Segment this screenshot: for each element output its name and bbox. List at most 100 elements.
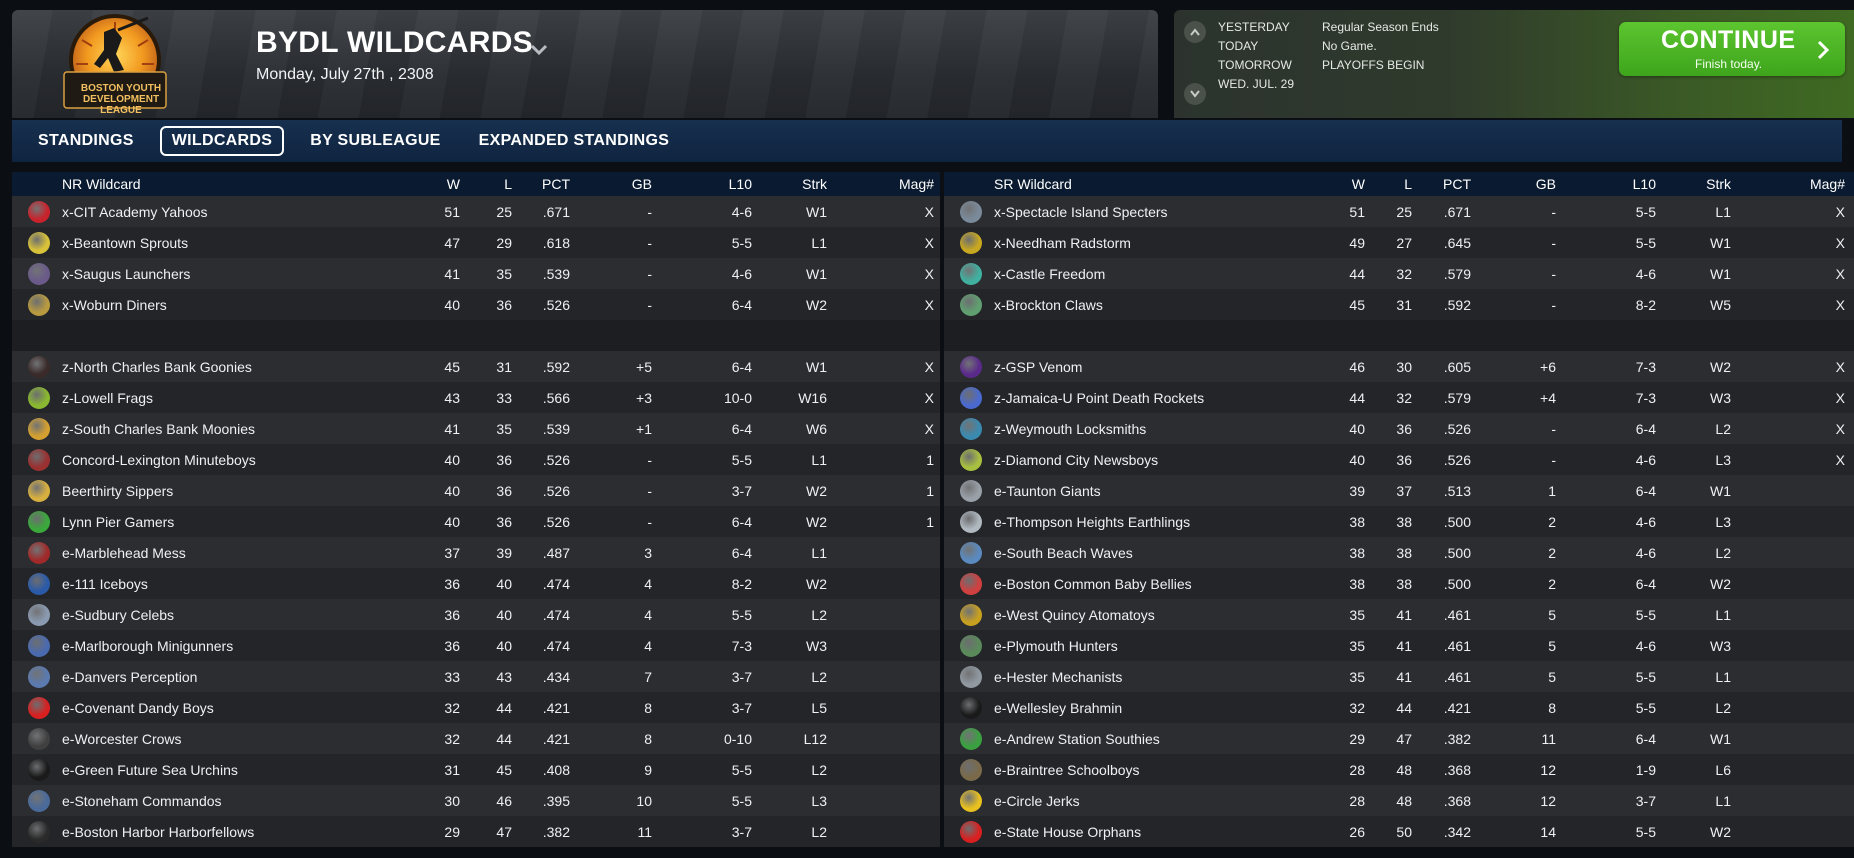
table-row[interactable]: e-Andrew Station Southies 29 47 .382 11 6-4 W1 [944, 723, 1854, 754]
table-row[interactable]: e-South Beach Waves 38 38 .500 2 4-6 L2 [944, 537, 1854, 568]
table-row[interactable]: e-Hester Mechanists 35 41 .461 5 5-5 L1 [944, 661, 1854, 692]
table-row[interactable]: e-Stoneham Commandos 30 46 .395 10 5-5 L3 [12, 785, 940, 816]
table-row[interactable]: e-Circle Jerks 28 48 .368 12 3-7 L1 [944, 785, 1854, 816]
table-row[interactable]: x-Castle Freedom 44 32 .579 - 4-6 W1 X [944, 258, 1854, 289]
team-name[interactable]: x-Castle Freedom [994, 265, 1106, 282]
team-name[interactable]: e-Plymouth Hunters [994, 637, 1118, 654]
team-name[interactable]: e-Andrew Station Southies [994, 730, 1160, 747]
table-row[interactable]: x-Brockton Claws 45 31 .592 - 8-2 W5 X [944, 289, 1854, 320]
table-row[interactable]: e-Thompson Heights Earthlings 38 38 .500 2 4-… [944, 506, 1854, 537]
team-name[interactable]: x-CIT Academy Yahoos [62, 203, 208, 220]
column-header-l[interactable]: L [1404, 176, 1412, 192]
tab-expanded-standings[interactable]: EXPANDED STANDINGS [478, 132, 670, 149]
team-name[interactable]: e-Taunton Giants [994, 482, 1101, 499]
team-name[interactable]: z-Diamond City Newsboys [994, 451, 1159, 468]
table-row[interactable]: x-Needham Radstorm 49 27 .645 - 5-5 W1 X [944, 227, 1854, 258]
team-name[interactable]: z-Weymouth Locksmiths [994, 420, 1147, 437]
table-row[interactable]: z-Lowell Frags 43 33 .566 +3 10-0 W16 X [12, 382, 940, 413]
table-row[interactable]: z-GSP Venom 46 30 .605 +6 7-3 W2 X [944, 351, 1854, 382]
team-name[interactable]: e-Hester Mechanists [994, 668, 1123, 685]
table-row[interactable]: z-South Charles Bank Moonies 41 35 .539 +1 6-… [12, 413, 940, 444]
team-name[interactable]: e-Thompson Heights Earthlings [994, 513, 1191, 530]
team-name[interactable]: z-South Charles Bank Moonies [62, 420, 255, 437]
chevron-down-icon[interactable] [530, 44, 548, 56]
team-name[interactable]: Beerthirty Sippers [62, 482, 174, 499]
team-name[interactable]: e-Danvers Perception [62, 668, 198, 685]
team-name[interactable]: z-GSP Venom [994, 358, 1083, 375]
team-name[interactable]: x-Woburn Diners [62, 296, 167, 313]
team-name[interactable]: x-Brockton Claws [994, 296, 1103, 313]
table-row[interactable]: x-Spectacle Island Specters 51 25 .671 - 5-5 L… [944, 196, 1854, 227]
column-header-pct[interactable]: PCT [542, 176, 570, 192]
column-header-gb[interactable]: GB [1535, 176, 1556, 192]
team-name[interactable]: x-Spectacle Island Specters [994, 203, 1168, 220]
scroll-up-button[interactable] [1184, 21, 1206, 43]
team-name[interactable]: e-111 Iceboys [62, 575, 148, 592]
team-name[interactable]: e-Stoneham Commandos [62, 792, 222, 809]
table-row[interactable]: x-Saugus Launchers 41 35 .539 - 4-6 W1 X [12, 258, 940, 289]
table-row[interactable]: z-Jamaica-U Point Death Rockets 44 32 .579 +… [944, 382, 1854, 413]
team-name[interactable]: e-Braintree Schoolboys [994, 761, 1140, 778]
team-name[interactable]: z-North Charles Bank Goonies [62, 358, 252, 375]
team-name[interactable]: e-Boston Harbor Harborfellows [62, 823, 255, 840]
column-header-pct[interactable]: PCT [1443, 176, 1471, 192]
table-row[interactable]: e-Marlborough Minigunners 36 40 .474 4 7-3 W3 [12, 630, 940, 661]
table-row[interactable]: e-Sudbury Celebs 36 40 .474 4 5-5 L2 [12, 599, 940, 630]
team-name[interactable]: Concord-Lexington Minuteboys [62, 451, 256, 468]
table-row[interactable]: Lynn Pier Gamers 40 36 .526 - 6-4 W2 1 [12, 506, 940, 537]
team-name[interactable]: e-Wellesley Brahmin [994, 699, 1123, 716]
team-name[interactable]: e-Marlborough Minigunners [62, 637, 234, 654]
column-header-l10[interactable]: L10 [1632, 176, 1656, 192]
table-row[interactable]: x-Woburn Diners 40 36 .526 - 6-4 W2 X [12, 289, 940, 320]
scroll-down-button[interactable] [1184, 83, 1206, 105]
table-row[interactable]: e-Marblehead Mess 37 39 .487 3 6-4 L1 [12, 537, 940, 568]
table-row[interactable]: z-Weymouth Locksmiths 40 36 .526 - 6-4 L2 X [944, 413, 1854, 444]
team-name[interactable]: e-Marblehead Mess [62, 544, 186, 561]
table-row[interactable]: e-111 Iceboys 36 40 .474 4 8-2 W2 [12, 568, 940, 599]
table-row[interactable]: x-Beantown Sprouts 47 29 .618 - 5-5 L1 X [12, 227, 940, 258]
table-row[interactable]: e-Taunton Giants 39 37 .513 1 6-4 W1 [944, 475, 1854, 506]
table-row[interactable]: Concord-Lexington Minuteboys 40 36 .526 - 5-5… [12, 444, 940, 475]
column-header-l10[interactable]: L10 [728, 176, 752, 192]
team-name[interactable]: e-State House Orphans [994, 823, 1142, 840]
table-row[interactable]: e-Green Future Sea Urchins 31 45 .408 9 5-5 L2 [12, 754, 940, 785]
table-row[interactable]: z-Diamond City Newsboys 40 36 .526 - 4-6 L3 X [944, 444, 1854, 475]
tab-standings[interactable]: STANDINGS [38, 132, 134, 149]
table-row[interactable]: e-Boston Common Baby Bellies 38 38 .500 2 6-4… [944, 568, 1854, 599]
column-header-w[interactable]: W [446, 176, 460, 192]
team-name[interactable]: x-Needham Radstorm [994, 234, 1131, 251]
table-row[interactable]: e-Covenant Dandy Boys 32 44 .421 8 3-7 L5 [12, 692, 940, 723]
team-name[interactable]: e-Boston Common Baby Bellies [994, 575, 1192, 592]
team-name[interactable]: x-Beantown Sprouts [62, 234, 189, 251]
table-row[interactable]: e-Plymouth Hunters 35 41 .461 5 4-6 W3 [944, 630, 1854, 661]
column-header-l[interactable]: L [504, 176, 512, 192]
column-header-mag[interactable]: Mag# [898, 176, 934, 192]
team-name[interactable]: e-Circle Jerks [994, 792, 1080, 809]
team-name[interactable]: e-Sudbury Celebs [62, 606, 175, 623]
team-name[interactable]: x-Saugus Launchers [62, 265, 191, 282]
team-name[interactable]: Lynn Pier Gamers [62, 513, 175, 530]
table-row[interactable]: e-Braintree Schoolboys 28 48 .368 12 1-9 L6 [944, 754, 1854, 785]
column-header-mag[interactable]: Mag# [1809, 176, 1845, 192]
continue-button[interactable]: CONTINUE Finish today. [1619, 22, 1845, 76]
team-name[interactable]: e-Worcester Crows [62, 730, 182, 747]
table-row[interactable]: e-Worcester Crows 32 44 .421 8 0-10 L12 [12, 723, 940, 754]
team-name[interactable]: z-Lowell Frags [62, 389, 154, 406]
table-row[interactable]: e-Wellesley Brahmin 32 44 .421 8 5-5 L2 [944, 692, 1854, 723]
team-name[interactable]: e-Green Future Sea Urchins [62, 761, 238, 778]
table-row[interactable]: z-North Charles Bank Goonies 45 31 .592 +5 6-… [12, 351, 940, 382]
column-header-strk[interactable]: Strk [1706, 176, 1731, 192]
team-name[interactable]: e-Covenant Dandy Boys [62, 699, 214, 716]
tab-by-subleague[interactable]: BY SUBLEAGUE [310, 132, 441, 149]
table-row[interactable]: e-Boston Harbor Harborfellows 29 47 .382 11 3… [12, 816, 940, 847]
column-header-strk[interactable]: Strk [802, 176, 827, 192]
table-row[interactable]: e-West Quincy Atomatoys 35 41 .461 5 5-5 L1 [944, 599, 1854, 630]
table-row[interactable]: e-Danvers Perception 33 43 .434 7 3-7 L2 [12, 661, 940, 692]
table-row[interactable]: Beerthirty Sippers 40 36 .526 - 3-7 W2 1 [12, 475, 940, 506]
column-header-w[interactable]: W [1351, 176, 1365, 192]
table-row[interactable]: x-CIT Academy Yahoos 51 25 .671 - 4-6 W1 X [12, 196, 940, 227]
team-name[interactable]: z-Jamaica-U Point Death Rockets [994, 389, 1205, 406]
column-header-gb[interactable]: GB [631, 176, 652, 192]
table-row[interactable]: e-State House Orphans 26 50 .342 14 5-5 W2 [944, 816, 1854, 847]
team-name[interactable]: e-West Quincy Atomatoys [994, 606, 1155, 623]
